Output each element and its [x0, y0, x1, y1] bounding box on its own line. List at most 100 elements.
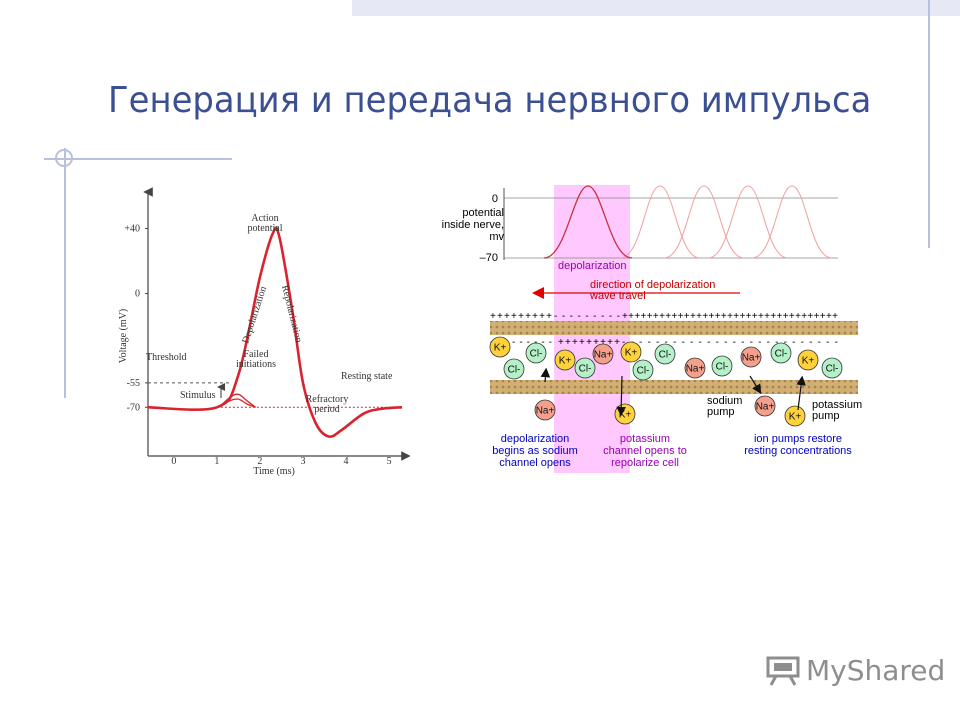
k-ion [797, 349, 819, 371]
k-ion-label: K+ [559, 356, 572, 367]
caption-sodium: begins as sodium [492, 445, 578, 457]
na-ion [592, 343, 614, 365]
faint-pulse-curve [619, 185, 701, 259]
cl-ion-label: Cl- [530, 349, 543, 360]
nerve-impulse-diagram: 0 –70 potential inside nerve, mv depolar… [442, 185, 862, 473]
action-potential-chart: 0 1 2 3 4 5+400-55-70 Voltage (mV) Time (ms) … [118, 187, 410, 477]
charge-row-minus: - - - - - - - - - [490, 337, 552, 348]
membrane-bottom [490, 380, 858, 394]
cl-ion-label: Cl- [579, 364, 592, 375]
faint-pulse-curve [707, 185, 789, 259]
k-ion-label: K+ [802, 356, 815, 367]
y-axis-label: Voltage (mV) [118, 309, 129, 364]
cl-ion [654, 343, 676, 365]
na-ion-label: Na+ [686, 364, 705, 375]
k-ion [620, 341, 642, 363]
cl-ion [770, 342, 792, 364]
cl-ion [525, 342, 547, 364]
direction-arrowhead [532, 287, 544, 299]
axis-minus70-label: –70 [480, 252, 498, 264]
presentation-board-icon [766, 656, 800, 686]
x-tick-label: 2 [257, 456, 262, 467]
resting-state-label: Resting state [341, 371, 393, 382]
x-tick-label: 0 [171, 456, 176, 467]
na-ion [740, 346, 762, 368]
cl-ion [632, 359, 654, 381]
x-tick-label: 4 [344, 456, 349, 467]
stimulus-label: Stimulus [180, 390, 216, 401]
slide-title: Генерация и передача нервного импульса [108, 80, 872, 121]
x-tick-label: 1 [214, 456, 219, 467]
axis-caption: potential [462, 207, 504, 219]
na-ion-label: Na+ [536, 406, 555, 417]
failed-initiation-curve [218, 393, 257, 408]
potassium-pump-label: pump [812, 410, 840, 422]
sodium-pump-label: pump [707, 406, 735, 418]
action-potential-curve [147, 226, 403, 438]
ion-arrow [796, 375, 806, 411]
caption-potassium: channel opens to [603, 445, 687, 457]
k-ion [784, 405, 806, 427]
axis-caption: inside nerve, [442, 219, 504, 231]
depolarization-label: depolarization [558, 260, 627, 272]
ion-arrow [749, 375, 762, 395]
caption-potassium: potassium [620, 433, 670, 445]
na-ion [684, 357, 706, 379]
cl-ion [574, 357, 596, 379]
failed-initiations-label: initiations [236, 359, 276, 370]
refractory-label: Refractory [306, 394, 349, 405]
direction-label: direction of depolarization [590, 279, 715, 291]
left-decor-line [64, 148, 66, 398]
caption-sodium: depolarization [501, 433, 570, 445]
cl-ion-label: Cl- [637, 366, 650, 377]
y-tick-label: +40 [124, 224, 140, 235]
potassium-pump-label: potassium [812, 399, 862, 411]
top-decor-bar [352, 0, 960, 16]
ion-arrow [616, 375, 626, 417]
charge-row-plus: +++++++++ [490, 311, 552, 322]
caption-sodium: channel opens [499, 457, 571, 469]
k-ion-label: K+ [494, 343, 507, 354]
cl-ion-label: Cl- [716, 362, 729, 373]
charge-row-minus: - - - - - - - - - [554, 311, 620, 322]
ion-arrow [540, 367, 551, 383]
failed-initiations-label: Failed [244, 349, 269, 360]
na-ion-label: Na+ [594, 350, 613, 361]
caption-pumps: resting concentrations [744, 445, 852, 457]
charge-row-plus: +++++++++ [558, 337, 620, 348]
faint-pulse-curve [751, 185, 833, 259]
y-tick-label: -55 [127, 378, 140, 389]
direction-label: wave travel [589, 290, 646, 302]
na-ion-label: Na+ [756, 402, 775, 413]
action-potential-label: potential [248, 223, 283, 234]
cl-ion [821, 357, 843, 379]
k-ion [554, 349, 576, 371]
k-ion-label: K+ [789, 412, 802, 423]
na-ion-label: Na+ [742, 353, 761, 364]
x-tick-label: 3 [300, 456, 305, 467]
cl-ion-label: Cl- [659, 350, 672, 361]
k-ion [489, 336, 511, 358]
right-decor-line [928, 0, 930, 248]
k-ion-label: K+ [625, 348, 638, 359]
cl-ion-label: Cl- [775, 349, 788, 360]
charge-row-minus: - - - - - - - - - - - - - - - - - - - - … [622, 337, 838, 348]
axis-zero-label: 0 [492, 193, 498, 205]
y-tick-label: 0 [135, 289, 140, 300]
active-pulse-curve [543, 185, 633, 259]
cl-ion [503, 358, 525, 380]
corner-circle-decor [55, 149, 73, 167]
x-tick-label: 5 [387, 456, 392, 467]
repolarization-label: Repolarization [279, 284, 304, 344]
na-ion [754, 395, 776, 417]
cl-ion-label: Cl- [508, 365, 521, 376]
charge-row-plus: +++++++++++++++++++++++++++++++++++ [622, 311, 838, 322]
membrane-top [490, 321, 858, 335]
axis-caption: mv [489, 231, 504, 243]
myshared-logo: MyShared [766, 654, 945, 687]
x-axis-label: Time (ms) [253, 466, 295, 477]
faint-pulse-curve [663, 185, 745, 259]
y-tick-label: -70 [127, 402, 140, 413]
threshold-label: Threshold [146, 352, 187, 363]
na-ion [534, 399, 556, 421]
